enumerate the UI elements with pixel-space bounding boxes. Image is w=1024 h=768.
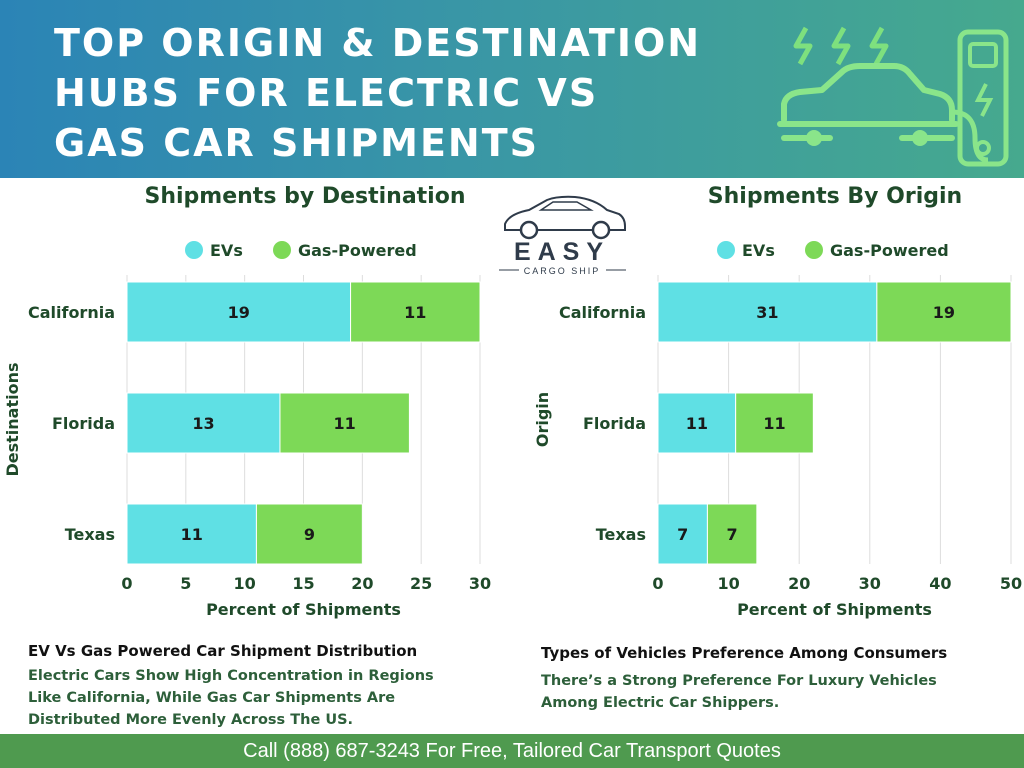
right-note-line: There’s a Strong Preference For Luxury V…	[541, 673, 937, 689]
ev-charging-car-icon	[777, 26, 1009, 167]
bar-segment	[657, 503, 708, 565]
right-note-title: Types of Vehicles Preference Among Consu…	[541, 644, 948, 662]
legend-label: EVs	[742, 241, 775, 260]
data-label: 11	[181, 525, 203, 544]
x-tick-label: 0	[121, 574, 132, 593]
category-label: Texas	[65, 525, 115, 544]
footer-bar: Call (888) 687-3243 For Free, Tailored C…	[0, 734, 1024, 768]
x-tick-label: 25	[410, 574, 432, 593]
logo-tagline-text: CARGO SHIP	[524, 266, 601, 276]
bar-segment	[350, 281, 481, 343]
x-tick-label: 20	[788, 574, 810, 593]
title-line-1: TOP ORIGIN & DESTINATION	[54, 21, 702, 65]
bar-segment	[126, 392, 281, 454]
x-tick-label: 5	[180, 574, 191, 593]
category-label: California	[559, 303, 646, 322]
data-label: 11	[763, 414, 785, 433]
y-axis-title: Origin	[533, 392, 552, 447]
legend-swatch	[185, 241, 203, 259]
title-line-2: HUBS FOR ELECTRIC VS	[54, 71, 599, 115]
destination-chart-title: Shipments by Destination	[144, 184, 466, 209]
bar-segment	[126, 281, 352, 343]
right-note-line: Among Electric Car Shippers.	[541, 695, 780, 711]
legend-label: Gas-Powered	[298, 241, 417, 260]
title-line-3: GAS CAR SHIPMENTS	[54, 121, 540, 165]
origin-chart-title: Shipments By Origin	[707, 184, 963, 209]
x-tick-label: 20	[351, 574, 373, 593]
data-label: 13	[192, 414, 214, 433]
bar-segment	[657, 392, 737, 454]
legend-label: Gas-Powered	[830, 241, 949, 260]
data-label: 11	[686, 414, 708, 433]
data-label: 7	[677, 525, 688, 544]
legend-label: EVs	[210, 241, 243, 260]
bar-segment	[255, 503, 363, 565]
category-label: California	[28, 303, 115, 322]
right-note-body: There’s a Strong Preference For Luxury V…	[541, 670, 937, 714]
y-axis-title: Destinations	[3, 362, 22, 476]
x-axis-title: Percent of Shipments	[206, 600, 401, 619]
x-tick-label: 0	[652, 574, 663, 593]
x-tick-label: 30	[469, 574, 491, 593]
x-tick-label: 30	[859, 574, 881, 593]
bar-segment	[126, 503, 257, 565]
destination-chart: 0 5 10 15 20 25 30 California 19 11 Florida 13 11 Tex…	[3, 241, 491, 619]
bar-segment	[279, 392, 410, 454]
company-logo: EASY CARGO SHIP	[499, 195, 626, 276]
left-note-line: Electric Cars Show High Concentration in…	[28, 668, 434, 684]
x-tick-label: 50	[1000, 574, 1022, 593]
data-label: 19	[228, 303, 250, 322]
left-note-line: Distributed More Evenly Across The US.	[28, 712, 354, 728]
x-tick-label: 10	[234, 574, 256, 593]
x-tick-label: 40	[929, 574, 951, 593]
header-banner: TOP ORIGIN & DESTINATION HUBS FOR ELECTR…	[0, 0, 1024, 178]
category-label: Florida	[583, 414, 646, 433]
left-note-line: Like California, While Gas Car Shipments…	[28, 690, 396, 706]
legend-swatch	[805, 241, 823, 259]
left-note-title: EV Vs Gas Powered Car Shipment Distribut…	[28, 642, 418, 660]
bar-segment	[876, 281, 1012, 343]
data-label: 11	[334, 414, 356, 433]
left-note-body: Electric Cars Show High Concentration in…	[28, 665, 434, 731]
x-tick-label: 15	[292, 574, 314, 593]
logo-brand-text: EASY	[514, 238, 610, 266]
category-label: Texas	[596, 525, 646, 544]
data-label: 31	[756, 303, 778, 322]
car-silhouette-icon	[504, 195, 626, 240]
data-label: 11	[404, 303, 426, 322]
page-title: TOP ORIGIN & DESTINATION HUBS FOR ELECTR…	[54, 18, 701, 168]
footer-cta-text: Call (888) 687-3243 For Free, Tailored C…	[243, 740, 781, 762]
category-label: Florida	[52, 414, 115, 433]
data-label: 9	[304, 525, 315, 544]
origin-chart: 0 10 20 30 40 50 California 31 19 Florida 11 11 Texa…	[533, 241, 1022, 619]
bar-segment	[735, 392, 814, 454]
x-tick-label: 10	[717, 574, 739, 593]
bar-segment	[706, 503, 758, 565]
legend-swatch	[717, 241, 735, 259]
data-label: 7	[727, 525, 738, 544]
data-label: 19	[933, 303, 955, 322]
legend-swatch	[273, 241, 291, 259]
x-axis-title: Percent of Shipments	[737, 600, 932, 619]
